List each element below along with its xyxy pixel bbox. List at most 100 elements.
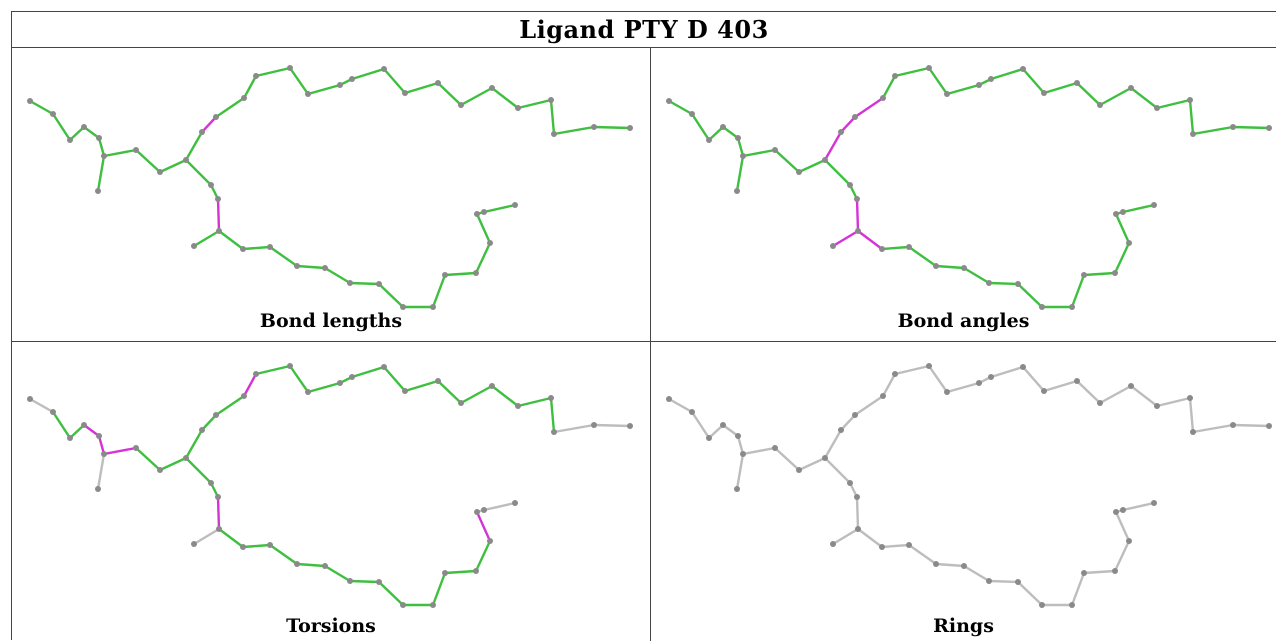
atom-a10 (822, 455, 828, 461)
bond-a22-a23 (1098, 384, 1133, 405)
atom-a7 (95, 486, 101, 492)
bond-a6-a7 (96, 452, 106, 491)
atom-a8 (772, 445, 778, 451)
bond-a19-a20 (382, 365, 407, 393)
bond-b2-b3 (855, 495, 860, 531)
atom-b12 (1069, 602, 1075, 608)
atom-a23 (1128, 85, 1134, 91)
bond-a27-a28 (1231, 125, 1271, 130)
atom-b18 (1151, 500, 1157, 506)
bond-b8-b9 (962, 266, 991, 285)
atom-a5 (735, 433, 741, 439)
bond-b5-b6 (880, 245, 911, 251)
atom-a1 (666, 396, 672, 402)
atom-a11 (199, 427, 205, 433)
bond-b7-b8 (295, 562, 327, 568)
bond-a12-a13 (214, 96, 246, 119)
bond-b5-b6 (880, 543, 911, 549)
bond-b10-b11 (377, 282, 405, 309)
bond-b15-b16 (475, 212, 492, 245)
bond-a9-a10 (797, 158, 827, 174)
atom-b4 (191, 243, 197, 249)
bond-a1-a2 (667, 397, 694, 414)
atom-b8 (322, 563, 328, 569)
atom-b14 (1112, 270, 1118, 276)
validation-figure: Ligand PTY D 403 Bond lengths Bond angle… (11, 11, 1276, 641)
atom-b14 (473, 270, 479, 276)
atom-a8 (133, 147, 139, 153)
bond-a26-a27 (552, 423, 596, 434)
bond-b6-b7 (907, 245, 938, 268)
atom-a14 (892, 73, 898, 79)
atom-b11 (1039, 602, 1045, 608)
grid-divider-horizontal (12, 341, 1276, 342)
bond-a23-a24 (490, 384, 520, 408)
atom-a14 (253, 371, 259, 377)
atom-a20 (1041, 90, 1047, 96)
atom-a24 (515, 403, 521, 409)
bond-a22-a23 (1098, 86, 1133, 107)
atom-b16 (474, 509, 480, 515)
atom-a21 (1074, 378, 1080, 384)
bond-b3-b5 (856, 229, 884, 251)
atom-a3 (67, 435, 73, 441)
atom-a22 (1097, 400, 1103, 406)
atom-b3 (855, 526, 861, 532)
bond-a3-a4 (68, 423, 86, 440)
caption-rings: Rings (933, 615, 994, 637)
atom-b8 (961, 563, 967, 569)
atom-b5 (240, 544, 246, 550)
bond-b9-b10 (987, 579, 1020, 584)
bond-a24-a25 (516, 98, 553, 110)
bond-a10-a11 (823, 428, 843, 460)
atom-b15 (487, 538, 493, 544)
bond-b9-b10 (348, 281, 381, 286)
atom-b10 (1015, 281, 1021, 287)
caption-bond-lengths: Bond lengths (259, 310, 403, 332)
bond-a6-a8 (741, 446, 777, 456)
atom-a28 (627, 423, 633, 429)
atom-a6 (101, 451, 107, 457)
atom-a18 (988, 76, 994, 82)
bond-b14-b15 (474, 241, 492, 275)
panel-bond-angles: Bond angles (651, 48, 1276, 341)
atom-b4 (830, 541, 836, 547)
bond-a4-a5 (82, 423, 101, 438)
bond-b12-b13 (431, 571, 447, 607)
atom-b4 (191, 541, 197, 547)
bond-a6-a8 (102, 148, 138, 158)
atom-a12 (213, 114, 219, 120)
atom-a18 (988, 374, 994, 380)
bond-a6-a7 (735, 154, 745, 193)
bond-b5-b6 (241, 245, 272, 251)
atom-a17 (976, 82, 982, 88)
atom-b8 (322, 265, 328, 271)
atom-a9 (157, 169, 163, 175)
bond-b10-b11 (1016, 282, 1044, 309)
atom-a18 (349, 374, 355, 380)
atom-a28 (1266, 125, 1272, 131)
bond-b2-b3 (855, 197, 860, 233)
bond-a21-a22 (1075, 379, 1102, 405)
bond-a24-a25 (1155, 396, 1192, 408)
bond-a25-a26 (1188, 98, 1195, 136)
bond-b12-b13 (1070, 273, 1086, 309)
atom-b2 (215, 196, 221, 202)
bond-a18-a19 (350, 365, 386, 379)
atom-a1 (27, 98, 33, 104)
atom-a7 (734, 486, 740, 492)
atom-a3 (706, 137, 712, 143)
atom-a10 (822, 157, 828, 163)
bond-a16-a17 (306, 381, 342, 394)
bond-a16-a17 (945, 381, 981, 394)
atom-a12 (852, 412, 858, 418)
bond-a14-a15 (254, 364, 292, 376)
atom-b2 (854, 494, 860, 500)
bond-a4-a5 (721, 125, 740, 140)
bond-a6-a8 (741, 148, 777, 158)
bond-a8-a9 (773, 446, 801, 472)
atom-a22 (1097, 102, 1103, 108)
atom-a13 (880, 95, 886, 101)
atom-a19 (1020, 364, 1026, 370)
bond-a4-a5 (82, 125, 101, 140)
